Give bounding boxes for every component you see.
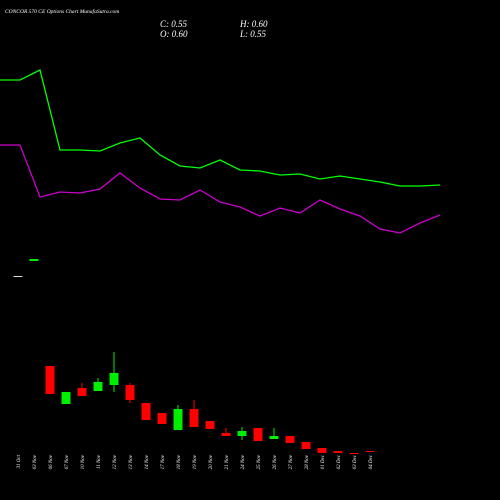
x-tick-label: 04 Dec xyxy=(369,454,374,469)
chart-title: CONCOR 570 CE Options Chart MunafaSutra.… xyxy=(5,8,119,15)
candle-body xyxy=(109,373,119,385)
candle-body xyxy=(77,388,87,396)
x-tick-label: 18 Nov xyxy=(177,454,182,469)
x-tick-label: 27 Nov xyxy=(289,454,294,469)
x-tick-label: 25 Nov xyxy=(257,454,262,469)
indicator-line xyxy=(0,144,441,234)
candle-body xyxy=(173,409,183,430)
x-tick-label: 19 Nov xyxy=(193,454,198,469)
candle-body xyxy=(45,366,55,394)
stat-open: O: 0.60 xyxy=(160,29,188,39)
x-tick-label: 13 Nov xyxy=(129,454,134,469)
candle-body xyxy=(333,451,343,453)
x-tick-label: 28 Nov xyxy=(305,454,310,469)
candle-body xyxy=(221,433,231,436)
stat-low: L: 0.55 xyxy=(239,29,267,39)
candle-body xyxy=(13,276,23,277)
x-tick-label: 17 Nov xyxy=(161,454,166,469)
x-tick-label: 21 Nov xyxy=(225,454,230,469)
x-tick-label: 31 Oct xyxy=(17,454,22,468)
candle-body xyxy=(365,451,375,452)
x-tick-label: 26 Nov xyxy=(273,454,278,469)
candle-body xyxy=(141,403,151,420)
x-tick-label: 24 Nov xyxy=(241,454,246,469)
stat-close: C: 0.55 xyxy=(160,19,188,29)
x-tick-label: 01 Dec xyxy=(321,454,326,469)
candle-body xyxy=(285,436,295,443)
x-tick-label: 02 Dec xyxy=(337,454,342,469)
x-tick-label: 12 Nov xyxy=(113,454,118,469)
candle-body xyxy=(93,382,103,391)
x-tick-label: 20 Nov xyxy=(209,454,214,469)
x-tick-label: 14 Nov xyxy=(145,454,150,469)
candle-body xyxy=(317,448,327,453)
x-tick-label: 11 Nov xyxy=(97,454,102,469)
candle-body xyxy=(349,453,359,454)
candle-body xyxy=(29,259,39,261)
stat-high: H: 0.60 xyxy=(239,19,268,29)
x-tick-label: 03 Dec xyxy=(353,454,358,469)
x-tick-label: 03 Nov xyxy=(33,454,38,469)
candle-body xyxy=(125,385,135,400)
candle-body xyxy=(205,421,215,429)
candle-body xyxy=(61,392,71,404)
x-tick-label: 10 Nov xyxy=(81,454,86,469)
x-tick-label: 06 Nov xyxy=(49,454,54,469)
x-tick-label: 07 Nov xyxy=(65,454,70,469)
candle-body xyxy=(269,436,279,439)
candle-body xyxy=(301,442,311,449)
candle-body xyxy=(253,428,263,441)
candle-body xyxy=(237,431,247,436)
candle-body xyxy=(157,413,167,424)
indicator-line xyxy=(0,69,441,187)
candle-body xyxy=(189,409,199,427)
